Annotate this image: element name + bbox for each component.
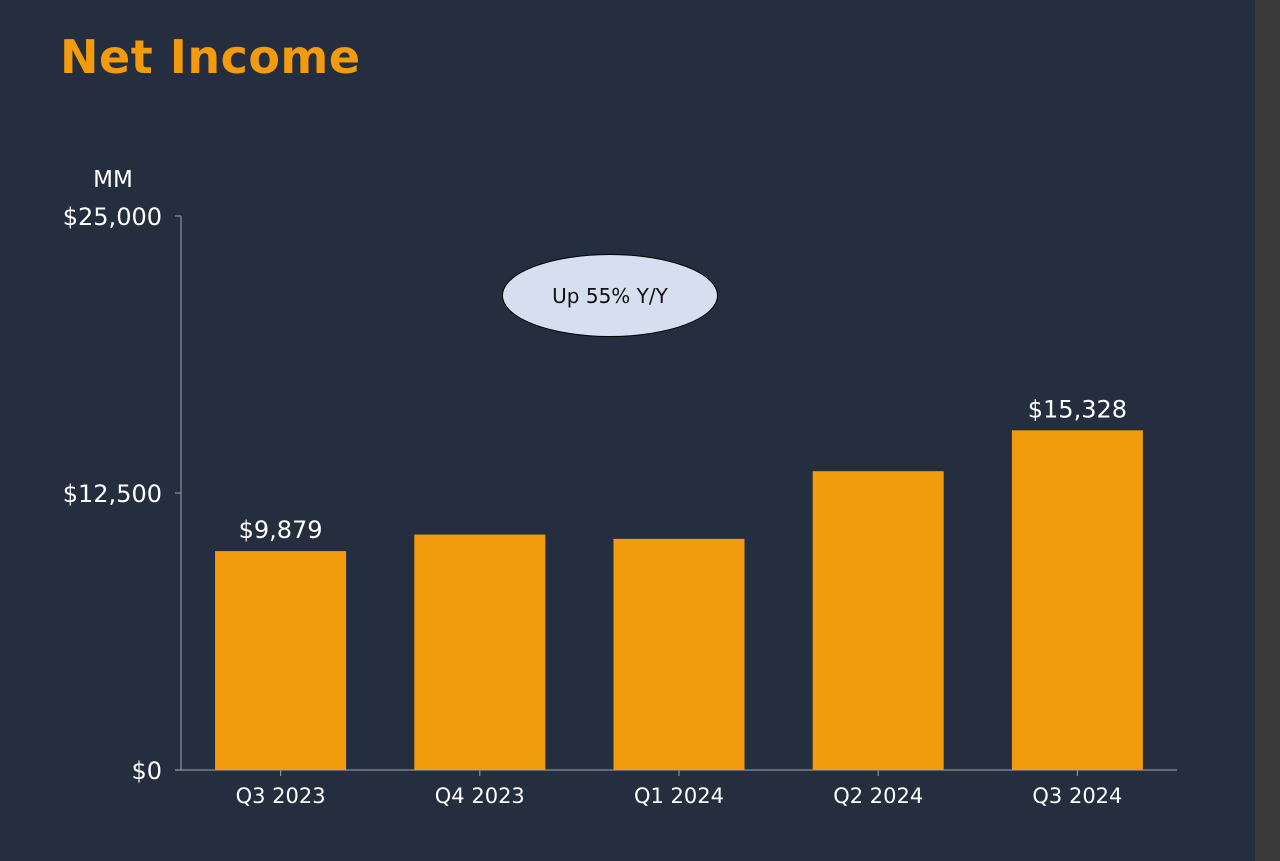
bar-q2-2024: [812, 471, 944, 770]
y-tick-label: $12,500: [63, 480, 162, 508]
x-tick-label: Q4 2023: [435, 784, 525, 808]
x-tick-label: Q2 2024: [833, 784, 923, 808]
data-label: $9,879: [239, 516, 323, 544]
x-tick-label: Q1 2024: [634, 784, 724, 808]
data-label: $15,328: [1028, 395, 1127, 423]
bar-q4-2023: [414, 534, 546, 770]
bar-q3-2023: [215, 551, 347, 770]
x-tick-label: Q3 2023: [236, 784, 326, 808]
window-edge: [1255, 0, 1280, 861]
y-tick-label: $25,000: [63, 203, 162, 231]
y-axis-unit-label: MM: [93, 167, 133, 193]
y-tick-label: $0: [131, 757, 162, 785]
page-title: Net Income: [60, 30, 361, 84]
bar-q1-2024: [613, 538, 745, 770]
growth-callout: Up 55% Y/Y: [502, 254, 718, 337]
x-tick-label: Q3 2024: [1032, 784, 1122, 808]
bar-q3-2024: [1011, 430, 1143, 770]
